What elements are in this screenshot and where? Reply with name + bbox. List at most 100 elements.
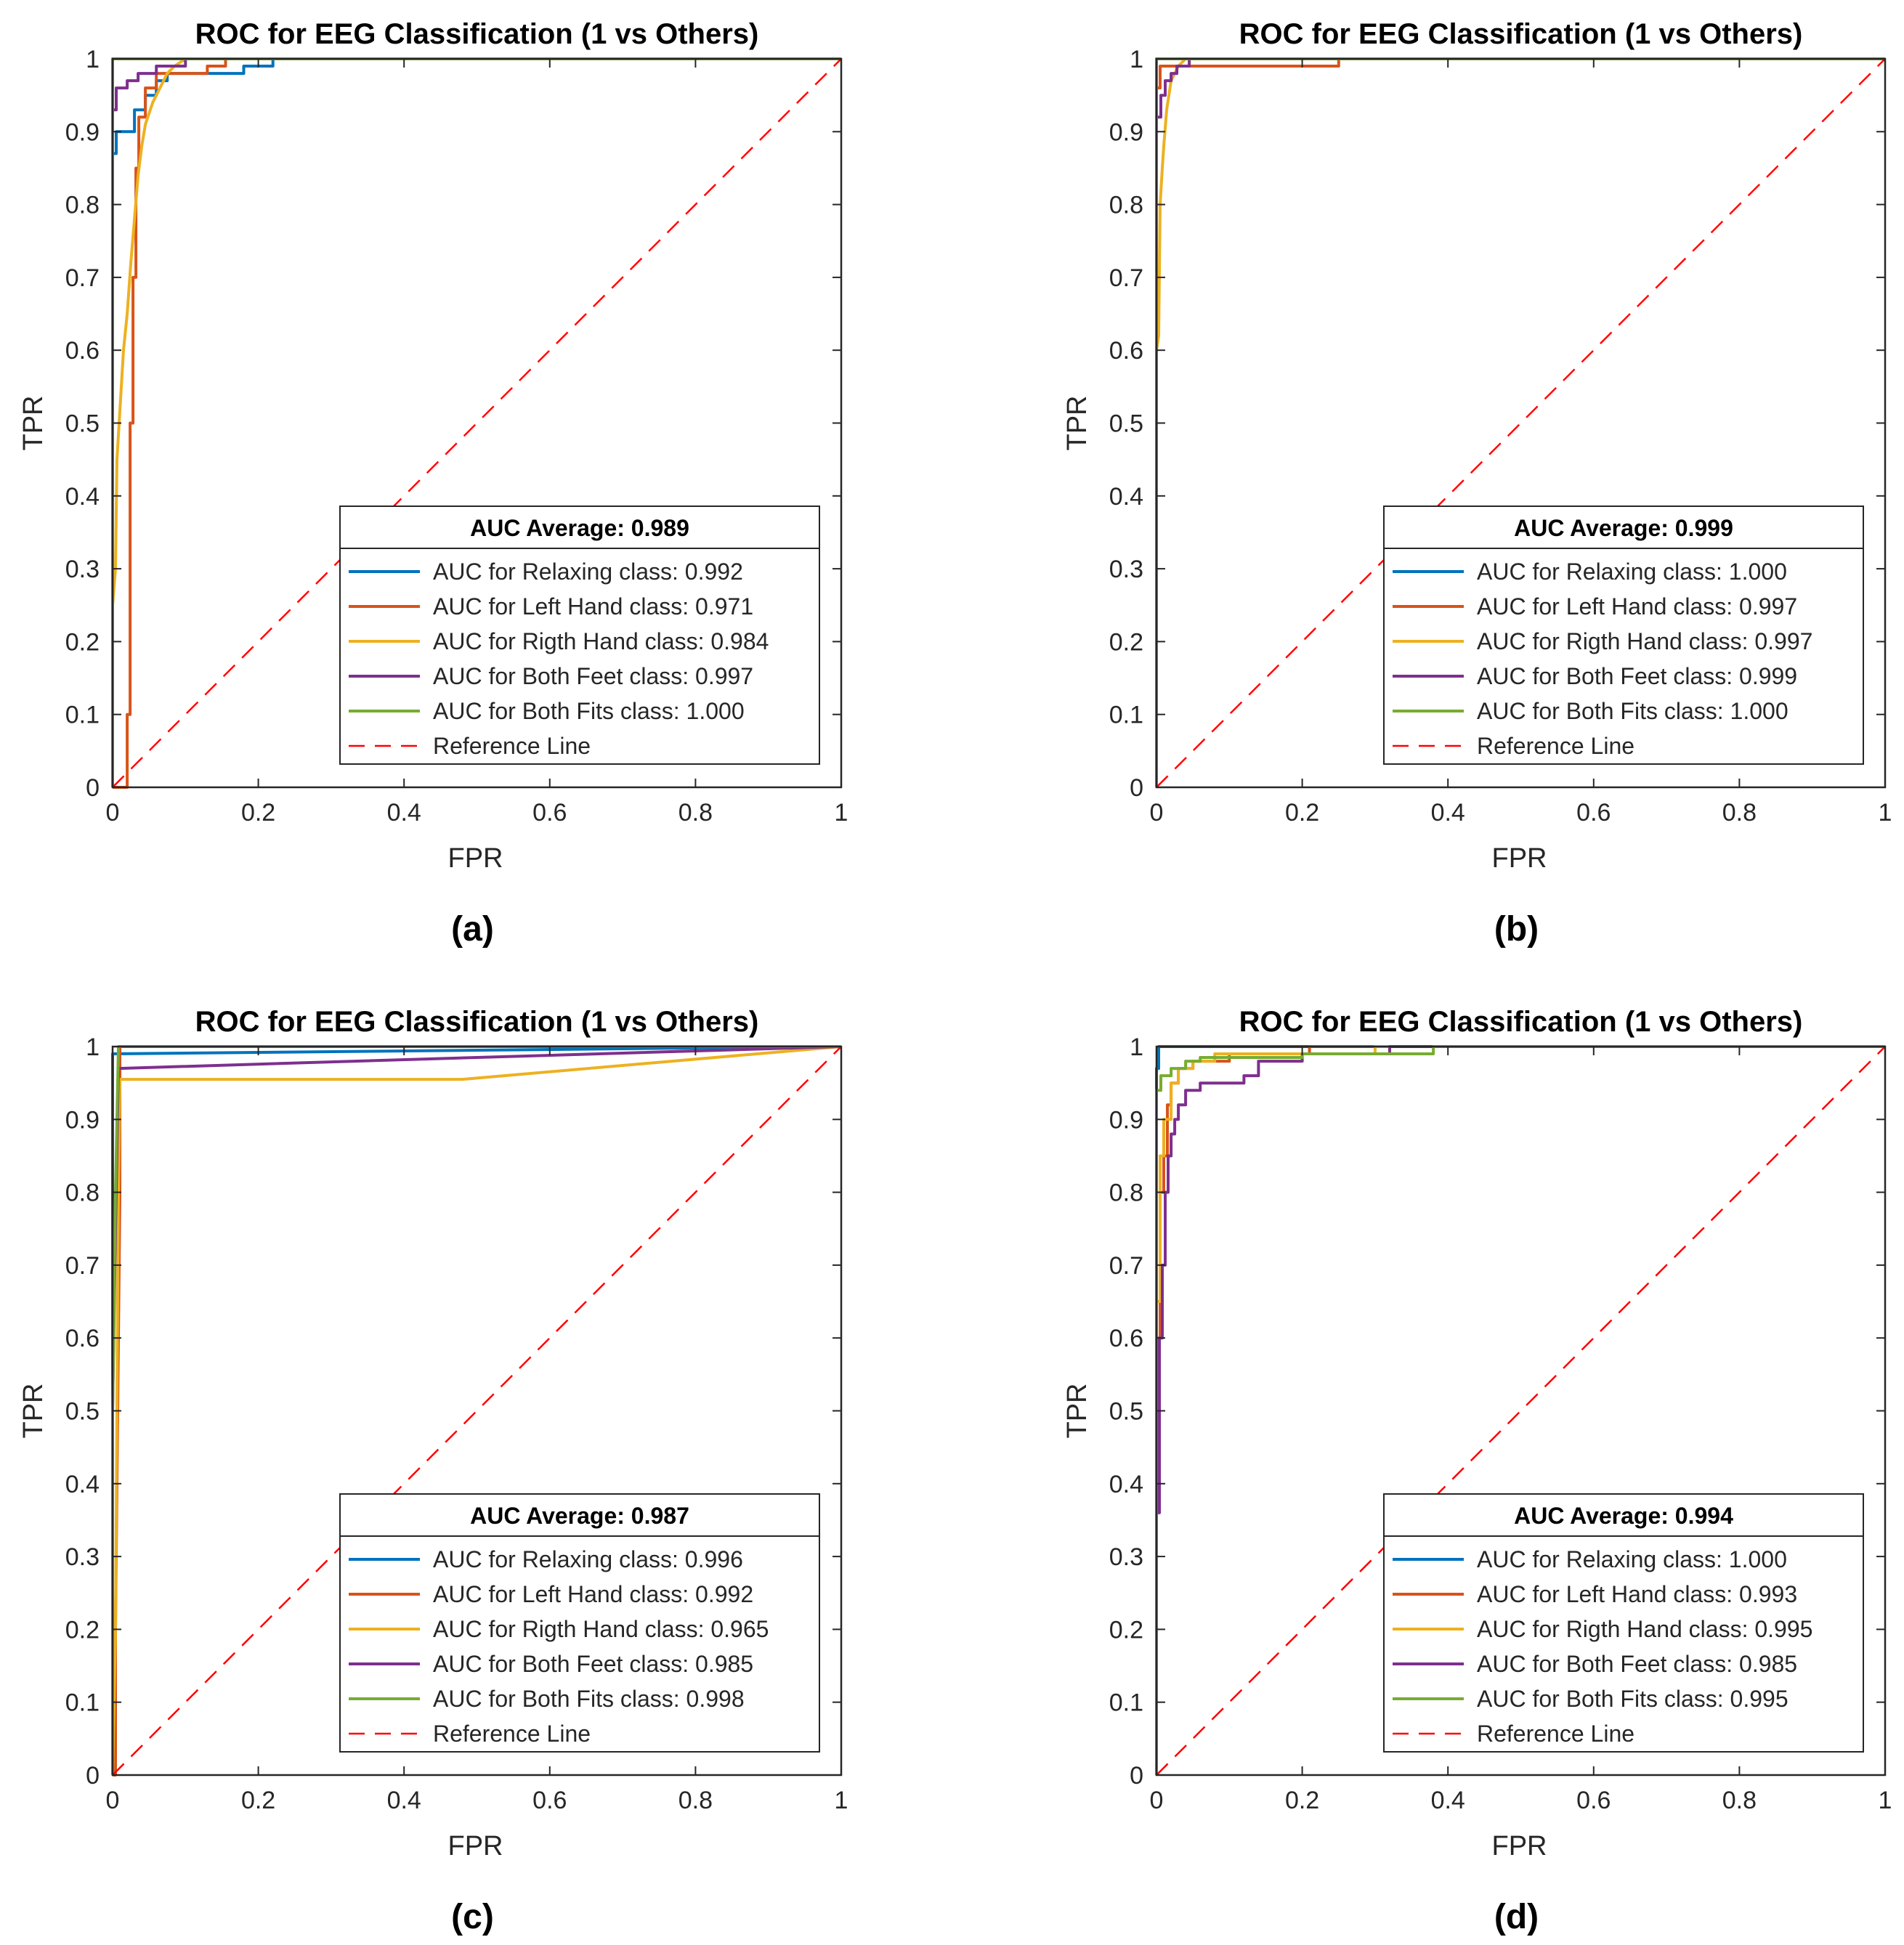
panel-d: ROC for EEG Classification (1 vs Others)… xyxy=(1062,1006,1892,1936)
x-tick-label: 0.2 xyxy=(1285,1787,1319,1814)
y-tick-label: 0.9 xyxy=(65,1106,100,1134)
y-tick-label: 0 xyxy=(1130,1762,1143,1790)
legend-entry: AUC for Relaxing class: 0.992 xyxy=(433,559,743,585)
y-axis-label: TPR xyxy=(1062,1384,1093,1439)
series-line-reference xyxy=(112,58,842,788)
legend-entry: AUC for Left Hand class: 0.971 xyxy=(433,593,753,620)
y-tick-label: 0.6 xyxy=(65,1325,100,1352)
x-axis-label: FPR xyxy=(448,1831,503,1861)
legend-box xyxy=(339,505,820,765)
y-tick-label: 0.1 xyxy=(65,702,100,729)
x-tick-label: 0.4 xyxy=(387,799,421,827)
y-tick-label: 1 xyxy=(1130,46,1143,73)
panel-label: (b) xyxy=(1494,910,1539,949)
legend-entry: AUC for Rigth Hand class: 0.965 xyxy=(433,1616,769,1642)
y-tick-label: 0.6 xyxy=(1109,337,1143,365)
chart-title: ROC for EEG Classification (1 vs Others) xyxy=(1239,1006,1803,1038)
x-tick-label: 0 xyxy=(106,1787,120,1814)
x-tick-label: 0.8 xyxy=(1722,799,1757,827)
series-line-reference xyxy=(1156,58,1886,788)
y-tick-label: 0.2 xyxy=(1109,628,1143,656)
x-tick-label: 0 xyxy=(1150,1787,1164,1814)
y-tick-label: 0.4 xyxy=(65,483,100,511)
y-tick-label: 0.7 xyxy=(65,264,100,292)
legend-entry: Reference Line xyxy=(433,1721,591,1747)
x-axis-label: FPR xyxy=(1492,843,1547,874)
legend-entry: Reference Line xyxy=(1477,733,1634,759)
series-line-both-feet xyxy=(111,57,841,787)
x-tick-label: 0.2 xyxy=(241,799,275,827)
y-tick-label: 0.9 xyxy=(65,118,100,146)
y-tick-label: 0.7 xyxy=(1109,1252,1143,1280)
y-tick-label: 0.9 xyxy=(1109,1106,1143,1134)
y-tick-label: 0.8 xyxy=(1109,1179,1143,1207)
y-tick-label: 0.4 xyxy=(1109,483,1143,511)
x-tick-label: 1 xyxy=(1879,1787,1892,1814)
y-tick-label: 0 xyxy=(86,1762,100,1790)
legend-entry: AUC for Left Hand class: 0.992 xyxy=(433,1581,753,1607)
legend-entry: AUC for Rigth Hand class: 0.995 xyxy=(1477,1616,1812,1642)
y-axis-label: TPR xyxy=(18,396,49,451)
y-tick-label: 1 xyxy=(1130,1034,1143,1061)
x-tick-label: 0.4 xyxy=(1431,799,1465,827)
x-tick-label: 0 xyxy=(106,799,120,827)
series-line-reference xyxy=(1156,1046,1886,1776)
series-line-right-hand xyxy=(1155,1045,1885,1775)
legend-entry: AUC for Both Feet class: 0.999 xyxy=(1477,663,1797,689)
y-tick-label: 0.5 xyxy=(65,410,100,438)
y-tick-label: 0.8 xyxy=(65,1179,100,1207)
legend-entry: AUC for Rigth Hand class: 0.984 xyxy=(433,628,769,654)
panel-a: ROC for EEG Classification (1 vs Others)… xyxy=(18,18,848,949)
x-tick-label: 0.4 xyxy=(1431,1787,1465,1814)
y-tick-label: 0.7 xyxy=(1109,264,1143,292)
panel-b: ROC for EEG Classification (1 vs Others)… xyxy=(1062,18,1892,949)
legend-title: AUC Average: 0.999 xyxy=(1514,515,1733,541)
x-tick-label: 0.2 xyxy=(241,1787,275,1814)
legend-box xyxy=(1383,1493,1864,1753)
legend-entry: Reference Line xyxy=(1477,1721,1634,1747)
y-tick-label: 0.4 xyxy=(65,1471,100,1498)
y-tick-label: 0.4 xyxy=(1109,1471,1143,1498)
y-axis-label: TPR xyxy=(1062,396,1093,451)
legend-title: AUC Average: 0.989 xyxy=(470,515,689,541)
series-line-both-fits xyxy=(1155,1045,1885,1775)
legend-box xyxy=(339,1493,820,1753)
y-tick-label: 0.8 xyxy=(1109,192,1143,219)
x-tick-label: 1 xyxy=(835,1787,848,1814)
legend-box xyxy=(1383,505,1864,765)
legend-entry: AUC for Both Feet class: 0.985 xyxy=(433,1651,753,1677)
y-tick-label: 0.7 xyxy=(65,1252,100,1280)
y-tick-label: 0.9 xyxy=(1109,118,1143,146)
panel-c: ROC for EEG Classification (1 vs Others)… xyxy=(18,1006,848,1936)
panel-label: (a) xyxy=(451,910,494,949)
legend-entry: AUC for Relaxing class: 1.000 xyxy=(1477,559,1787,585)
x-tick-label: 0 xyxy=(1150,799,1164,827)
x-tick-label: 0.6 xyxy=(532,799,567,827)
x-tick-label: 0.6 xyxy=(1576,799,1611,827)
y-tick-label: 0 xyxy=(86,774,100,802)
panel-label: (c) xyxy=(451,1898,494,1936)
x-tick-label: 0.6 xyxy=(1576,1787,1611,1814)
y-tick-label: 1 xyxy=(86,1034,100,1061)
x-tick-label: 0.8 xyxy=(1722,1787,1757,1814)
legend-entry: AUC for Both Feet class: 0.997 xyxy=(433,663,753,689)
legend-entry: AUC for Rigth Hand class: 0.997 xyxy=(1477,628,1812,654)
legend-entry: AUC for Relaxing class: 1.000 xyxy=(1477,1546,1787,1572)
y-tick-label: 0.3 xyxy=(65,556,100,583)
y-tick-label: 0.3 xyxy=(65,1543,100,1571)
series-line-both-feet xyxy=(1155,1045,1885,1775)
legend-entry: AUC for Left Hand class: 0.997 xyxy=(1477,593,1797,620)
legend-entry: AUC for Both Fits class: 1.000 xyxy=(433,698,745,724)
y-tick-label: 0.1 xyxy=(1109,702,1143,729)
legend-entry: AUC for Both Fits class: 0.995 xyxy=(1477,1686,1788,1712)
chart-title: ROC for EEG Classification (1 vs Others) xyxy=(195,1006,759,1038)
legend-entry: AUC for Both Feet class: 0.985 xyxy=(1477,1651,1797,1677)
y-tick-label: 0.5 xyxy=(1109,1398,1143,1426)
chart-title: ROC for EEG Classification (1 vs Others) xyxy=(1239,18,1803,50)
x-tick-label: 0.8 xyxy=(678,799,713,827)
series-line-right-hand xyxy=(111,57,841,787)
x-tick-label: 0.8 xyxy=(678,1787,713,1814)
y-tick-label: 0 xyxy=(1130,774,1143,802)
x-tick-label: 0.4 xyxy=(387,1787,421,1814)
